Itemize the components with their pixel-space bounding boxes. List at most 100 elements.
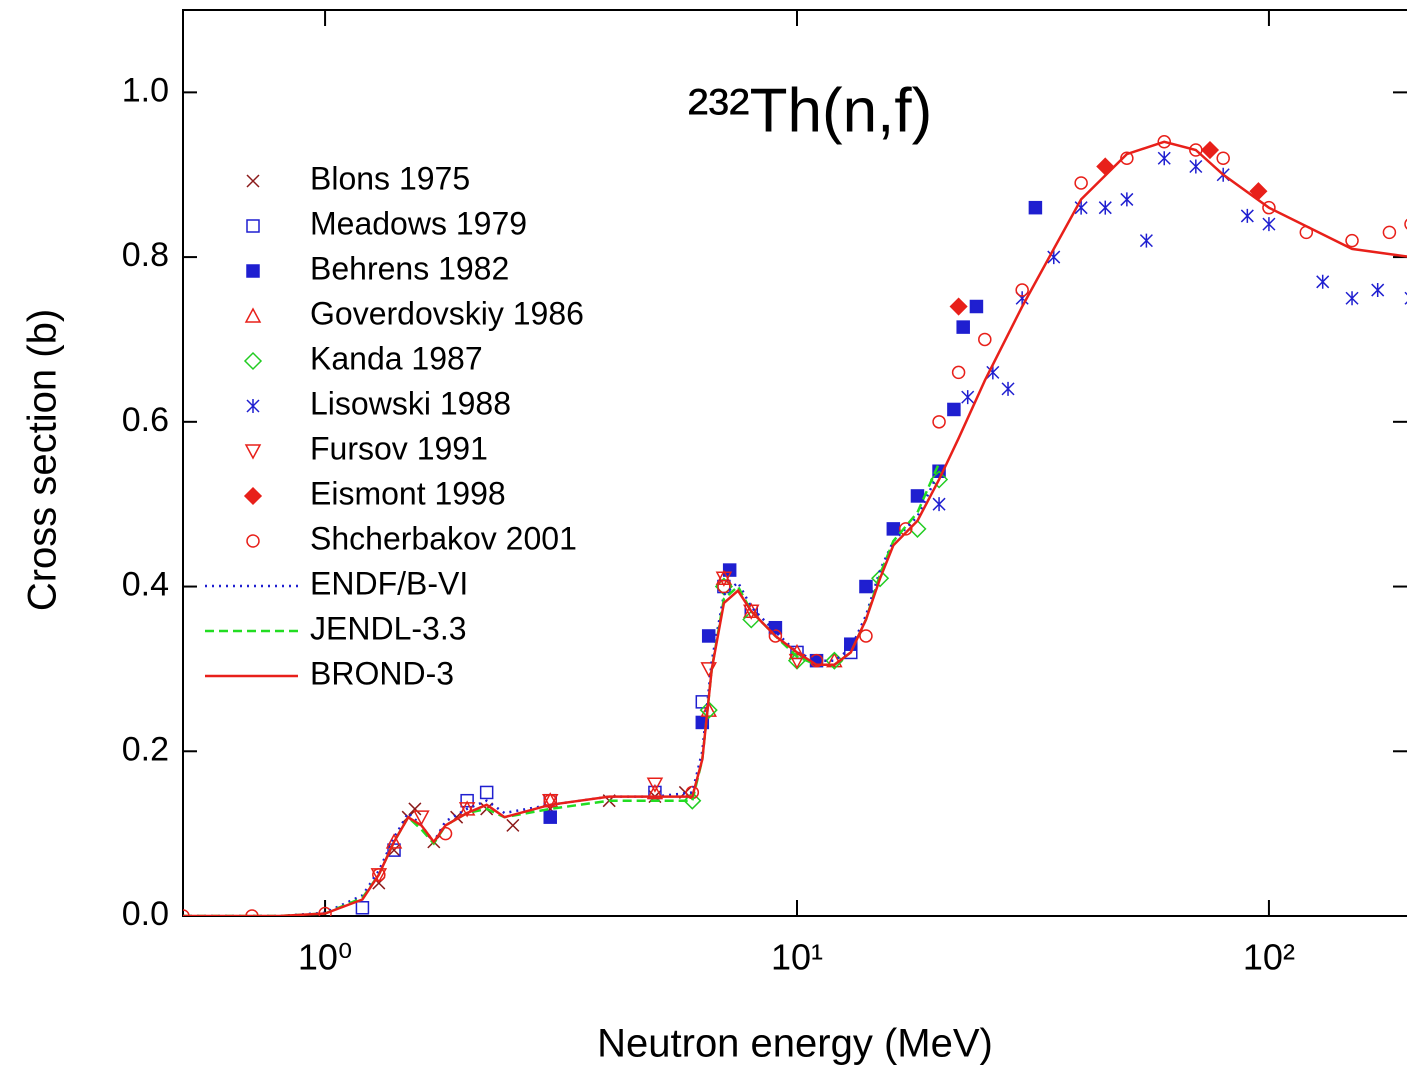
legend-item: Behrens 1982 bbox=[246, 250, 509, 286]
marker bbox=[245, 909, 259, 916]
legend-label: Fursov 1991 bbox=[310, 430, 488, 466]
marker bbox=[1382, 225, 1397, 240]
x-tick-label: 10⁰ bbox=[298, 937, 352, 978]
marker bbox=[1189, 143, 1203, 157]
marker bbox=[1371, 283, 1385, 298]
legend-label: Lisowski 1988 bbox=[310, 385, 511, 421]
marker bbox=[1404, 218, 1407, 230]
marker bbox=[1262, 217, 1276, 232]
marker bbox=[932, 415, 946, 429]
marker bbox=[460, 793, 474, 808]
marker bbox=[646, 783, 664, 800]
legend-label: Eismont 1998 bbox=[310, 475, 506, 511]
legend-marker bbox=[244, 307, 262, 323]
marker bbox=[1316, 274, 1330, 289]
marker bbox=[715, 571, 733, 587]
marker bbox=[949, 297, 968, 316]
marker bbox=[355, 901, 370, 915]
marker bbox=[1001, 381, 1015, 396]
marker bbox=[387, 843, 401, 857]
marker bbox=[372, 868, 386, 882]
marker bbox=[1345, 291, 1359, 306]
legend-marker bbox=[246, 174, 260, 188]
marker bbox=[947, 402, 961, 417]
series-line bbox=[183, 470, 941, 916]
y-tick-label: 0.6 bbox=[122, 401, 169, 439]
legend-label: ENDF/B-VI bbox=[310, 565, 468, 601]
plot-area bbox=[183, 135, 1407, 916]
marker bbox=[413, 810, 430, 826]
marker bbox=[1216, 151, 1230, 166]
legend-item: Eismont 1998 bbox=[243, 475, 506, 511]
legend-marker bbox=[246, 219, 260, 233]
marker bbox=[951, 365, 966, 380]
y-tick-label: 0.2 bbox=[122, 730, 169, 768]
legend-label: Shcherbakov 2001 bbox=[310, 520, 577, 556]
y-axis-label: Cross section (b) bbox=[21, 309, 65, 611]
legend-label: Kanda 1987 bbox=[310, 340, 483, 376]
y-tick-label: 1.0 bbox=[122, 71, 169, 109]
marker bbox=[1189, 159, 1203, 174]
plot-frame bbox=[182, 9, 1407, 917]
marker bbox=[978, 332, 992, 347]
marker bbox=[699, 701, 718, 720]
legend-marker bbox=[246, 399, 260, 413]
marker bbox=[1098, 200, 1112, 215]
marker bbox=[743, 604, 760, 620]
marker bbox=[932, 497, 946, 512]
marker bbox=[543, 810, 557, 824]
legend-label: BROND-3 bbox=[310, 655, 454, 691]
legend-label: Meadows 1979 bbox=[310, 205, 527, 241]
marker bbox=[859, 579, 873, 594]
marker bbox=[646, 777, 664, 793]
legend-marker bbox=[244, 444, 262, 460]
marker bbox=[1096, 157, 1115, 176]
y-tick-label: 0.4 bbox=[122, 566, 169, 604]
marker bbox=[986, 365, 1000, 380]
chart-title: ²³²Th(n,f) bbox=[688, 76, 933, 145]
marker bbox=[910, 489, 925, 503]
legend-item: ENDF/B-VI bbox=[205, 565, 468, 601]
marker bbox=[871, 569, 890, 588]
x-tick-label: 10¹ bbox=[771, 937, 823, 978]
marker bbox=[385, 833, 403, 849]
legend-label: JENDL-3.3 bbox=[310, 610, 467, 646]
marker bbox=[1139, 233, 1153, 248]
marker bbox=[969, 299, 984, 314]
legend-label: Blons 1975 bbox=[310, 160, 470, 196]
marker bbox=[826, 652, 843, 668]
marker bbox=[1120, 192, 1134, 207]
marker bbox=[1345, 233, 1359, 248]
marker bbox=[886, 522, 901, 536]
marker bbox=[1015, 283, 1029, 297]
x-tick-label: 10² bbox=[1243, 937, 1295, 978]
legend-item: Lisowski 1988 bbox=[246, 385, 511, 421]
marker bbox=[1047, 250, 1061, 265]
marker bbox=[479, 785, 494, 800]
marker bbox=[1157, 135, 1171, 149]
marker bbox=[961, 390, 975, 405]
marker bbox=[768, 629, 783, 643]
marker bbox=[1074, 176, 1088, 190]
y-tick-label: 0.8 bbox=[122, 236, 169, 274]
marker bbox=[956, 320, 970, 334]
legend-marker bbox=[246, 534, 260, 548]
legend-label: Goverdovskiy 1986 bbox=[310, 295, 584, 331]
x-axis-label: Neutron energy (MeV) bbox=[597, 1022, 993, 1066]
marker bbox=[717, 579, 731, 594]
legend-item: Meadows 1979 bbox=[246, 205, 527, 241]
marker bbox=[1120, 151, 1134, 166]
legend-item: Kanda 1987 bbox=[243, 340, 483, 376]
marker bbox=[700, 701, 717, 717]
marker bbox=[1262, 200, 1276, 215]
y-tick-label: 0.0 bbox=[122, 895, 169, 933]
legend-marker bbox=[246, 264, 260, 278]
legend-marker bbox=[243, 351, 263, 371]
legend-item: Fursov 1991 bbox=[244, 430, 488, 466]
series-line bbox=[183, 140, 1407, 916]
marker bbox=[930, 470, 949, 489]
legend-item: Goverdovskiy 1986 bbox=[244, 295, 584, 331]
legend-item: Shcherbakov 2001 bbox=[246, 520, 577, 556]
marker bbox=[859, 629, 873, 643]
